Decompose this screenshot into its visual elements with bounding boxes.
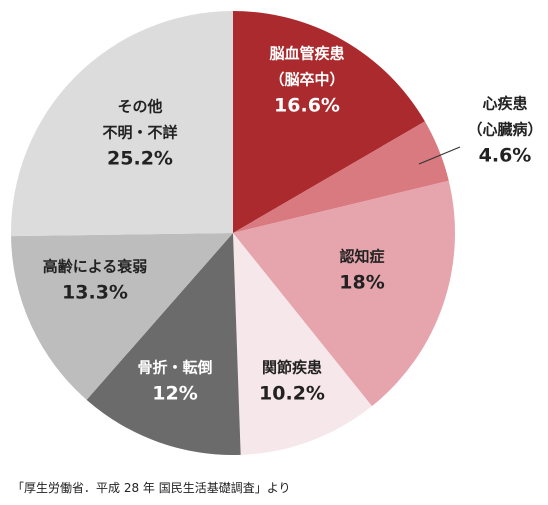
slice-heart [233,121,449,233]
value-brain: 16.6% [274,95,340,117]
heart-leader-line [418,146,461,165]
sublabel-other: 不明・不詳 [102,124,177,142]
pie-slices [10,11,455,456]
label-frailty: 高齢による衰弱 [43,258,148,276]
label-other: その他 [117,98,162,116]
label-dementia: 認知症 [339,248,384,266]
source-note: 「厚生労働省．平成 28 年 国民生活基礎調査」より [12,481,291,495]
label-brain: 脳血管疾患 [269,45,344,63]
pie-labels: 脳血管疾患 （脳卒中） 16.6% 心疾患 （心臓病） 4.6% 認知症 18% 関節疾患 10.… [43,45,543,405]
slice-joint [233,233,372,455]
pie-chart: 脳血管疾患 （脳卒中） 16.6% 心疾患 （心臓病） 4.6% 認知症 18% 関節疾患 10.… [10,11,543,456]
value-joint: 10.2% [259,383,325,405]
label-heart: 心疾患 [482,95,527,113]
label-fracture: 骨折・転倒 [137,359,212,377]
slice-dementia [233,180,455,407]
value-frailty: 13.3% [62,282,128,304]
value-other: 25.2% [107,148,173,170]
slice-frailty [11,233,233,400]
sublabel-heart: （心臓病） [467,121,542,139]
label-joint: 関節疾患 [262,359,322,377]
value-heart: 4.6% [479,145,532,167]
value-dementia: 18% [339,272,384,294]
slice-other [10,11,234,237]
value-fracture: 12% [152,383,197,405]
slice-brain [233,11,425,233]
slice-fracture [86,233,241,456]
sublabel-brain: （脳卒中） [269,71,344,89]
